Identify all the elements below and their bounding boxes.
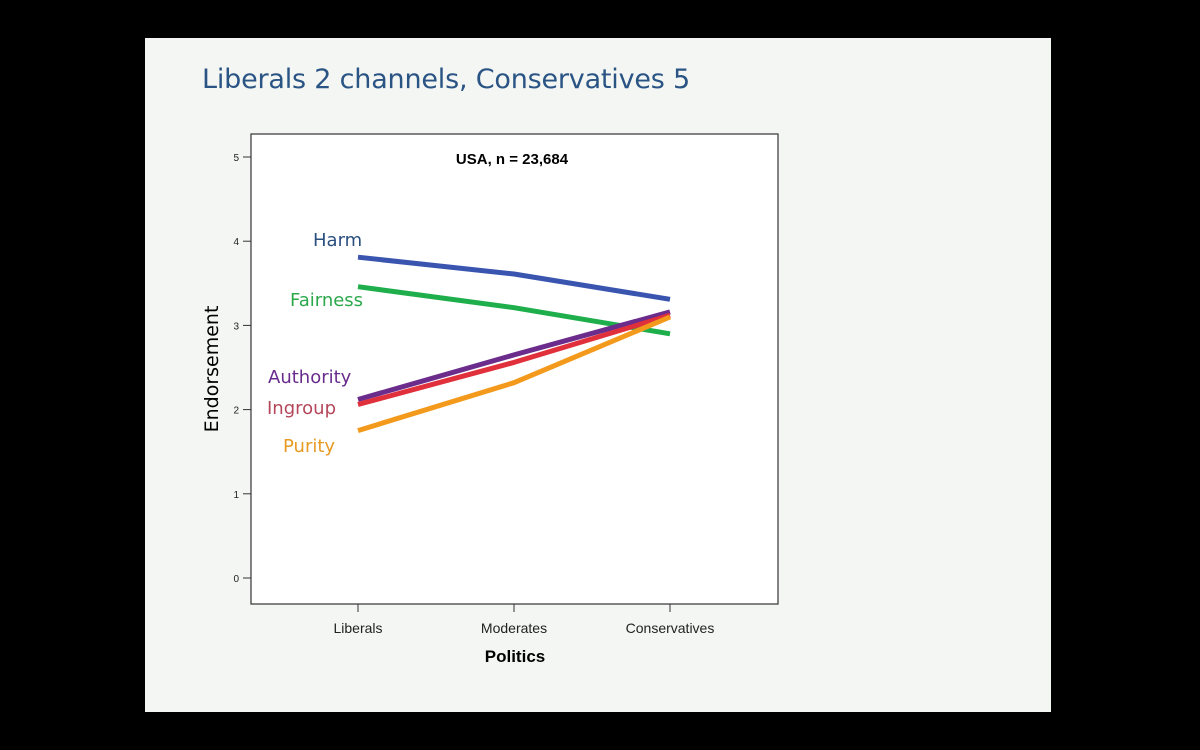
endorsement-line-chart: USA, n = 23,684 0 1 2 3 4 5 Liberals Moderates… xyxy=(201,133,779,666)
x-tick-label: Conservatives xyxy=(626,620,715,636)
series-line-ingroup xyxy=(357,312,671,407)
x-tick-label: Moderates xyxy=(481,620,547,636)
series-lines xyxy=(357,254,671,433)
slide-title: Liberals 2 channels, Conservatives 5 xyxy=(202,64,691,95)
series-label-purity: Purity xyxy=(283,436,335,457)
chart-title: USA, n = 23,684 xyxy=(456,151,569,168)
y-tick-label: 4 xyxy=(233,237,239,248)
series-labels: Harm Fairness Authority Ingroup Purity xyxy=(267,230,363,457)
series-line-purity xyxy=(357,314,671,433)
y-tick-label: 1 xyxy=(233,490,239,501)
plot-frame xyxy=(250,133,779,605)
y-axis: 0 1 2 3 4 5 xyxy=(233,153,251,585)
series-label-ingroup: Ingroup xyxy=(267,398,336,419)
series-label-authority: Authority xyxy=(268,367,352,388)
x-axis-label: Politics xyxy=(485,647,545,666)
series-label-harm: Harm xyxy=(313,230,362,251)
x-axis: Liberals Moderates Conservatives xyxy=(333,604,714,636)
y-tick-label: 0 xyxy=(233,574,239,585)
series-label-fairness: Fairness xyxy=(290,290,363,311)
y-tick-label: 2 xyxy=(233,406,239,417)
y-tick-label: 5 xyxy=(233,153,239,164)
series-line-authority xyxy=(357,309,671,402)
slide: Liberals 2 channels, Conservatives 5 USA… xyxy=(145,38,1051,712)
series-line-harm xyxy=(357,254,671,302)
y-tick-label: 3 xyxy=(233,321,239,332)
y-axis-label: Endorsement xyxy=(201,306,223,433)
x-tick-label: Liberals xyxy=(333,620,382,636)
